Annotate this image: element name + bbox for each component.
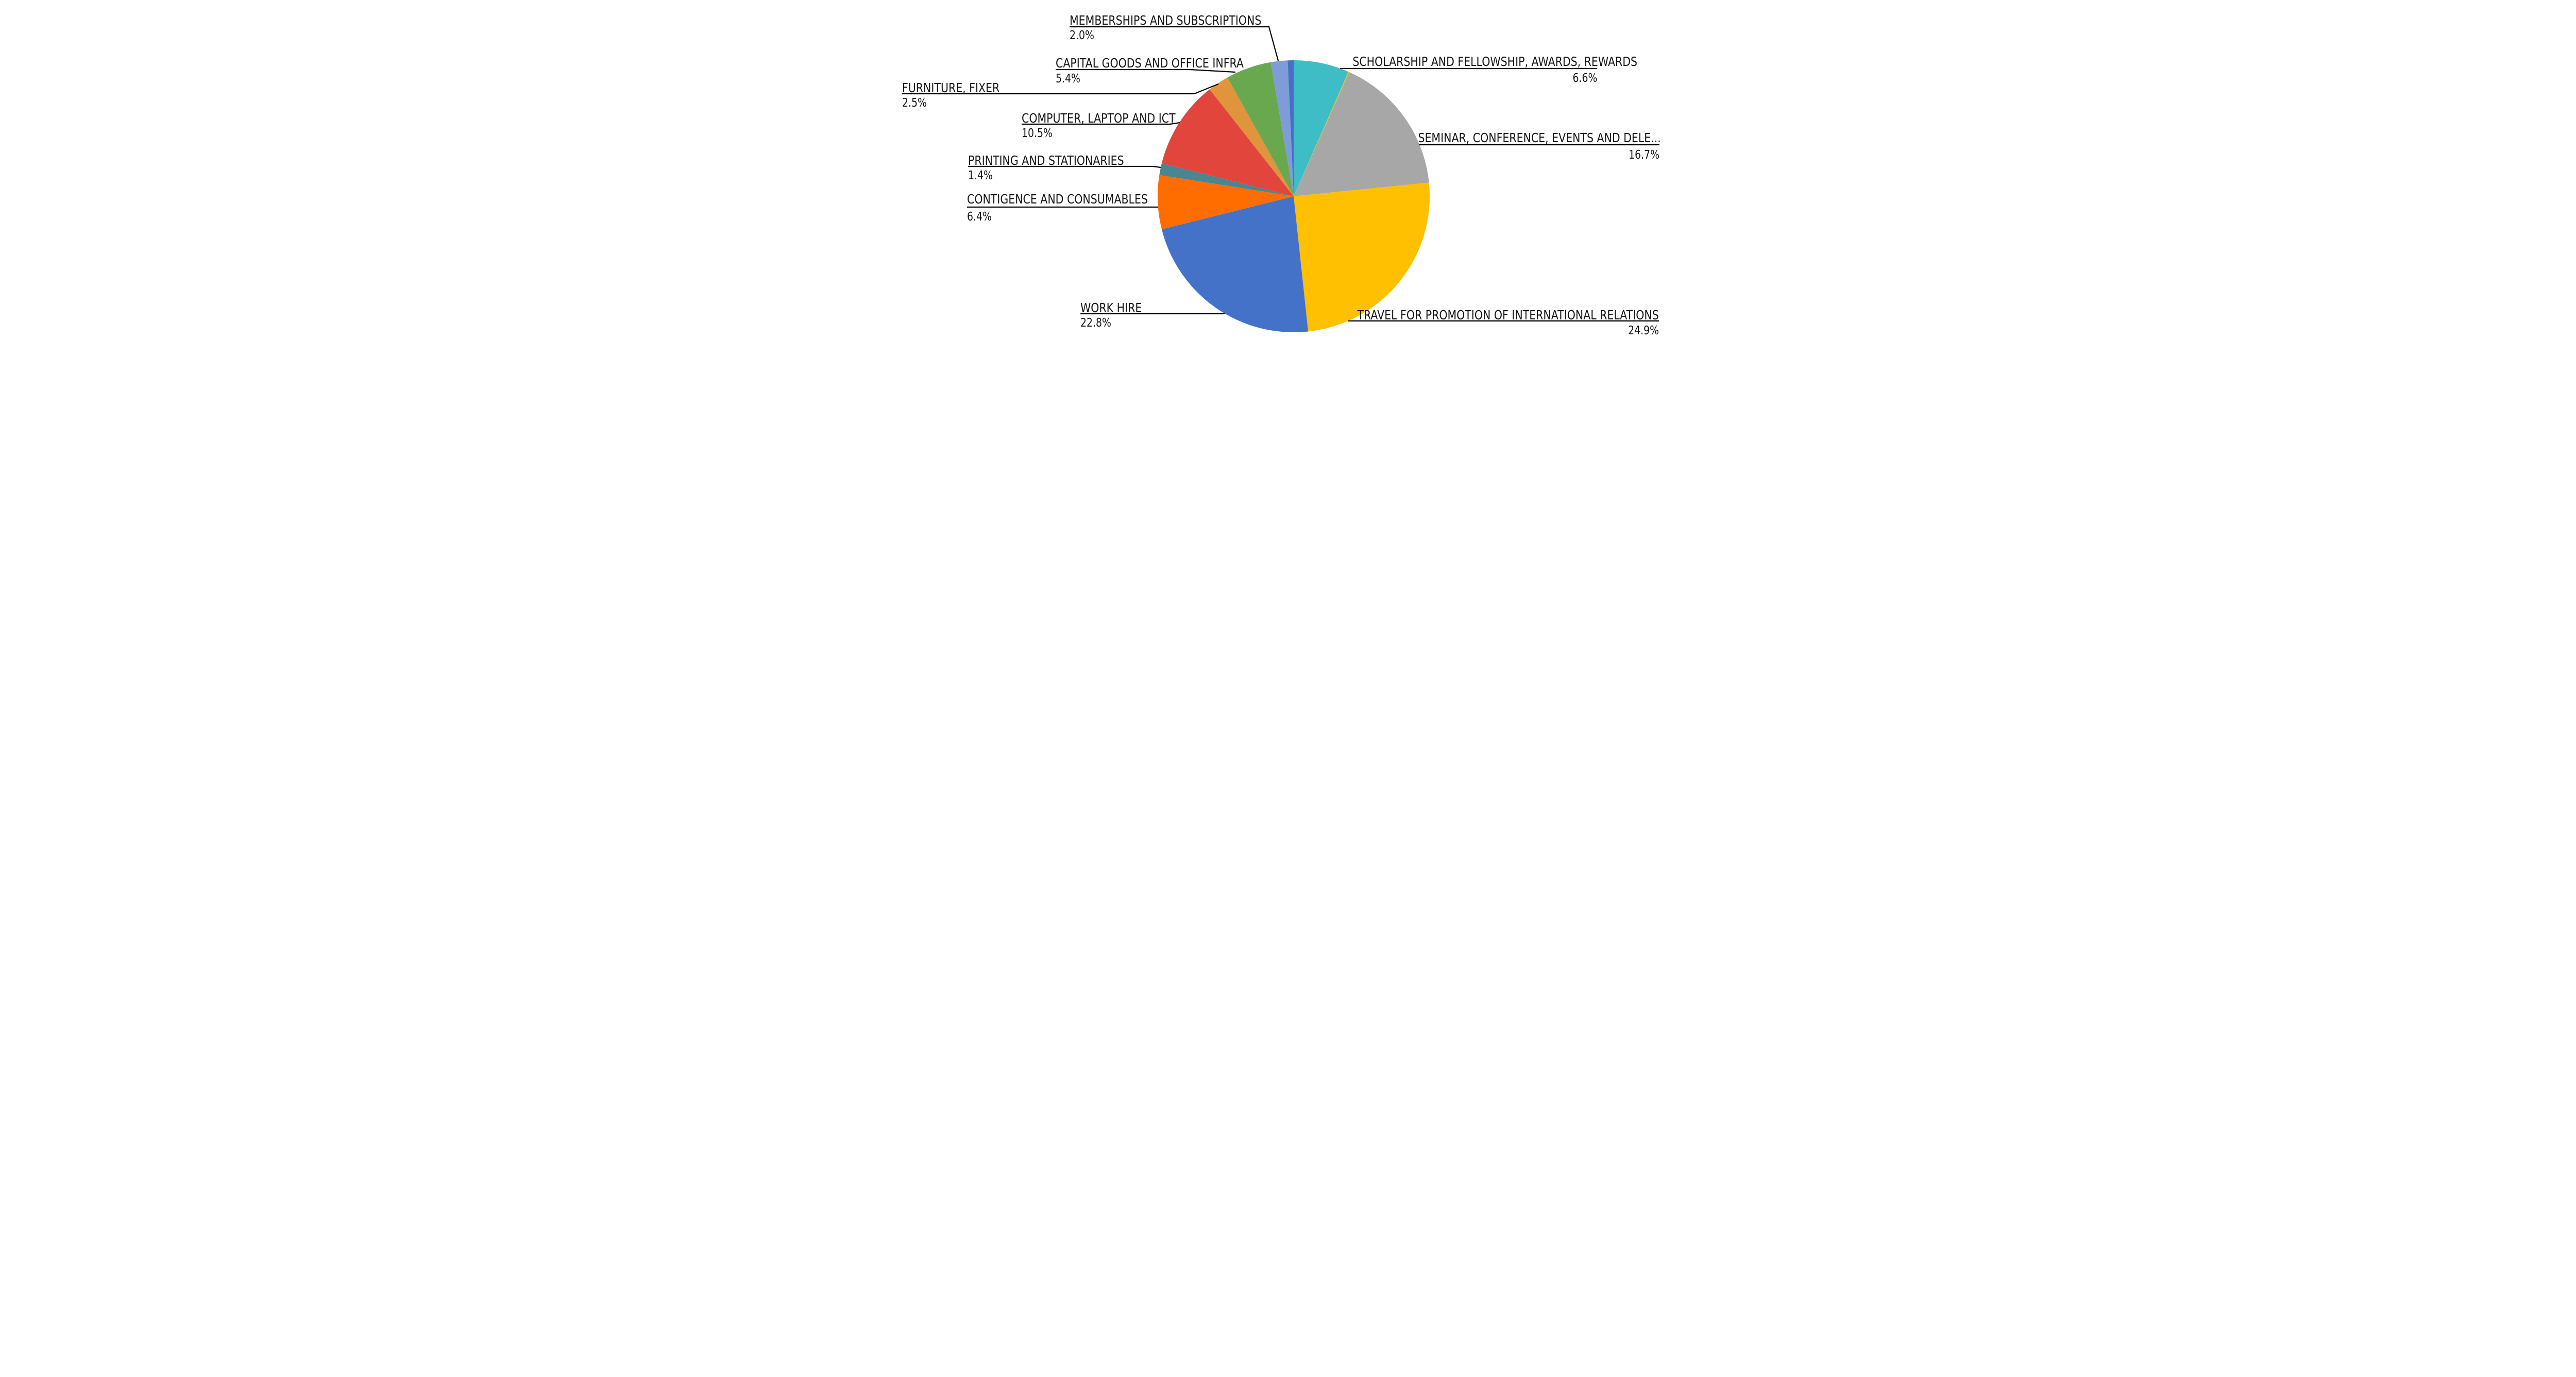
slice-percent: 2.5% bbox=[902, 96, 927, 110]
callout-leader-line bbox=[1022, 122, 1180, 125]
slice-label: MEMBERSHIPS AND SUBSCRIPTIONS bbox=[1070, 13, 1262, 28]
pie-chart bbox=[902, 26, 1659, 333]
slice-label: FURNITURE, FIXER bbox=[902, 80, 1000, 95]
slice-percent: 6.4% bbox=[967, 210, 992, 224]
slice-label: SCHOLARSHIP AND FELLOWSHIP, AWARDS, REWA… bbox=[1352, 54, 1637, 69]
pie-slice bbox=[1270, 60, 1294, 196]
callout-leader-line bbox=[1070, 26, 1279, 61]
pie-chart-canvas: SCHOLARSHIP AND FELLOWSHIP, AWARDS, REWA… bbox=[893, 0, 1683, 344]
callout-leader-line bbox=[968, 165, 1161, 168]
pie-slice bbox=[1161, 89, 1294, 196]
slice-percent: 10.5% bbox=[1022, 127, 1053, 140]
callout-leader-line bbox=[1056, 69, 1236, 73]
callout-leader-line bbox=[902, 83, 1219, 95]
slice-percent: 5.4% bbox=[1056, 72, 1080, 86]
pie-slice bbox=[1227, 62, 1294, 196]
slice-label: TRAVEL FOR PROMOTION OF INTERNATIONAL RE… bbox=[1357, 308, 1659, 322]
pie-slice bbox=[1294, 60, 1349, 196]
slice-label: COMPUTER, LAPTOP AND ICT bbox=[1022, 111, 1176, 126]
slice-percent: 24.9% bbox=[1628, 324, 1659, 337]
slice-percent: 6.6% bbox=[1572, 72, 1597, 85]
slice-label: PRINTING AND STATIONARIES bbox=[968, 153, 1124, 168]
pie-slice bbox=[1294, 72, 1349, 196]
pie-slice bbox=[1294, 72, 1429, 196]
pie-slice bbox=[1158, 175, 1294, 230]
pie-slice bbox=[1161, 196, 1309, 333]
slice-label: CONTIGENCE AND CONSUMABLES bbox=[967, 192, 1148, 207]
slice-label: CAPITAL GOODS AND OFFICE INFRA bbox=[1056, 56, 1244, 71]
slice-label: SEMINAR, CONFERENCE, EVENTS AND DELE... bbox=[1418, 130, 1661, 145]
pie-slice bbox=[1209, 77, 1294, 196]
pie-slice bbox=[1159, 163, 1294, 196]
pie-slice bbox=[1294, 182, 1430, 332]
slice-percent: 2.0% bbox=[1070, 29, 1094, 42]
slice-percent: 1.4% bbox=[968, 169, 993, 182]
pie-slice bbox=[1287, 60, 1294, 196]
slice-percent: 22.8% bbox=[1080, 316, 1111, 330]
slice-label: WORK HIRE bbox=[1080, 300, 1142, 315]
slice-percent: 16.7% bbox=[1629, 148, 1659, 162]
